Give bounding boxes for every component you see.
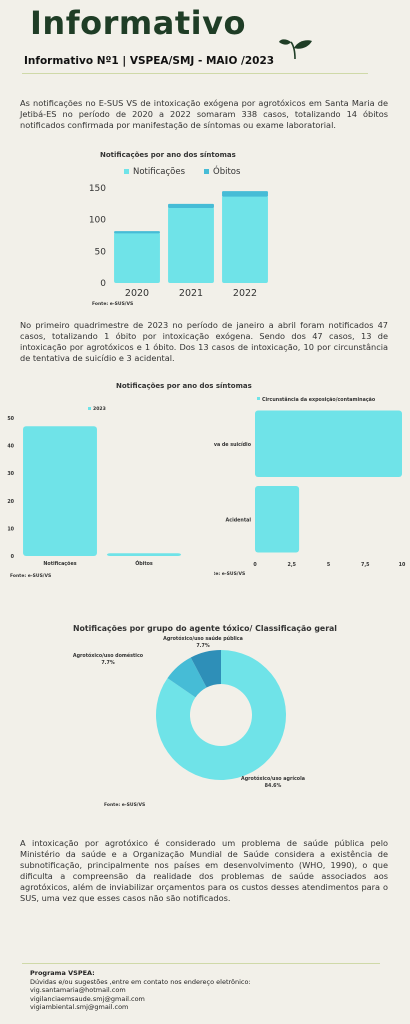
slice-percent: 84.6% [265, 783, 282, 789]
slice-label: Agrotóxico/uso agrícola [241, 775, 305, 782]
footer-email[interactable]: vig.santamaria@hotmail.com [30, 986, 126, 995]
y-tick-label: 50 [95, 247, 107, 257]
y-tick-label: 40 [7, 444, 14, 450]
y-tick-label: 10 [7, 526, 14, 532]
donut-slice [156, 650, 286, 780]
legend-swatch-notificacoes [124, 169, 129, 174]
x-tick-label: 2,5 [288, 562, 297, 568]
bar-obitos [222, 191, 268, 197]
legend-label: Circunstância da exposição/contaminação [262, 396, 376, 403]
chart2-title: Notificações por ano dos síntomas [116, 382, 252, 390]
sprout-icon [279, 39, 312, 60]
middle-paragraph: No primeiro quadrimestre de 2023 no perí… [20, 320, 388, 363]
slice-label: Agrotóxico/uso doméstico [73, 652, 144, 659]
x-tick-label: 2021 [179, 288, 203, 299]
source-note: Fonte: e-SUS/VS [104, 802, 145, 808]
y-tick-label: Acidental [226, 517, 252, 523]
footer-email[interactable]: vigilanciaemsaude.smj@gmail.com [30, 994, 145, 1003]
y-tick-label: 0 [100, 279, 106, 289]
legend-label: 2023 [93, 406, 106, 412]
x-tick-label: 7,5 [361, 562, 370, 568]
x-tick-label: 5 [327, 562, 330, 568]
donut-slice [167, 657, 207, 698]
page-title: Informativo [30, 4, 246, 42]
footer-note: Dúvidas e/ou sugestões ,entre em contato… [30, 977, 251, 986]
donut-slice [190, 650, 221, 688]
chart1-title: Notificações por ano dos síntomas [100, 151, 236, 159]
footer-program: Programa VSPEA: [30, 969, 95, 977]
bar-notificacoes [168, 207, 214, 283]
legend-label: Óbitos [213, 165, 241, 177]
y-tick-label: 50 [7, 416, 14, 422]
source-note: Fonte: e-SUS/VS [214, 571, 245, 577]
chart1-yearly-notifications: Notificações Óbitos 0 50 100 150 2020 2021 2022 F… [89, 165, 268, 307]
x-tick-label: 0 [253, 562, 257, 568]
y-tick-label: 0 [11, 554, 15, 560]
bar-obitos [168, 203, 214, 208]
x-tick-label: Notificações [43, 561, 76, 567]
x-tick-label: 10 [399, 562, 406, 568]
y-tick-label: 150 [89, 184, 106, 194]
header-divider [22, 73, 368, 74]
x-tick-label: Óbitos [135, 560, 153, 567]
source-note: Fonte: e-SUS/VS [92, 301, 133, 307]
footer-email[interactable]: vigiambiental.smj@gmail.com [30, 1003, 129, 1012]
x-tick-label: 2020 [125, 288, 149, 299]
x-tick-label: 2022 [233, 288, 257, 299]
source-note: Fonte: e-SUS/VS [10, 573, 51, 579]
legend-label: Notificações [133, 167, 186, 177]
footer: Programa VSPEA: Dúvidas e/ou sugestões ,… [30, 969, 370, 1012]
chart3-circumstance: Circunstância da exposição/contaminação T… [214, 396, 406, 577]
slice-label: Agrotóxico/uso saúde pública [163, 635, 243, 642]
y-tick-label: 100 [89, 216, 106, 226]
page-subtitle: Informativo Nº1 | VSPEA/SMJ - MAIO /2023 [24, 55, 275, 67]
y-tick-label: 20 [7, 499, 14, 505]
bar-circunstancia [255, 486, 300, 553]
bar-circunstancia [255, 410, 402, 477]
y-tick-label: 30 [7, 471, 14, 477]
bar-obitos [114, 231, 160, 234]
chart2-2023-notifications: 2023 0 10 20 30 40 50 Notificações Óbitos Fonte: … [7, 406, 181, 579]
footer-divider [22, 963, 380, 964]
slice-percent: 7.7% [101, 660, 114, 666]
y-tick-label: Tentativa de suicídio [214, 441, 252, 448]
bar-2023 [23, 426, 97, 556]
legend-swatch-circunstancia [257, 397, 260, 400]
bar-2023 [107, 553, 181, 556]
legend-swatch-2023 [88, 407, 91, 410]
bar-notificacoes [114, 232, 160, 283]
slice-percent: 7.7% [196, 643, 209, 649]
intro-paragraph: As notificações no E-SUS VS de intoxicaç… [20, 98, 388, 130]
bar-notificacoes [222, 195, 268, 283]
chart4-title: Notificações por grupo do agente tóxico/… [73, 624, 337, 633]
legend-swatch-obitos [204, 169, 209, 174]
closing-paragraph: A intoxicação por agrotóxico é considera… [20, 838, 388, 903]
